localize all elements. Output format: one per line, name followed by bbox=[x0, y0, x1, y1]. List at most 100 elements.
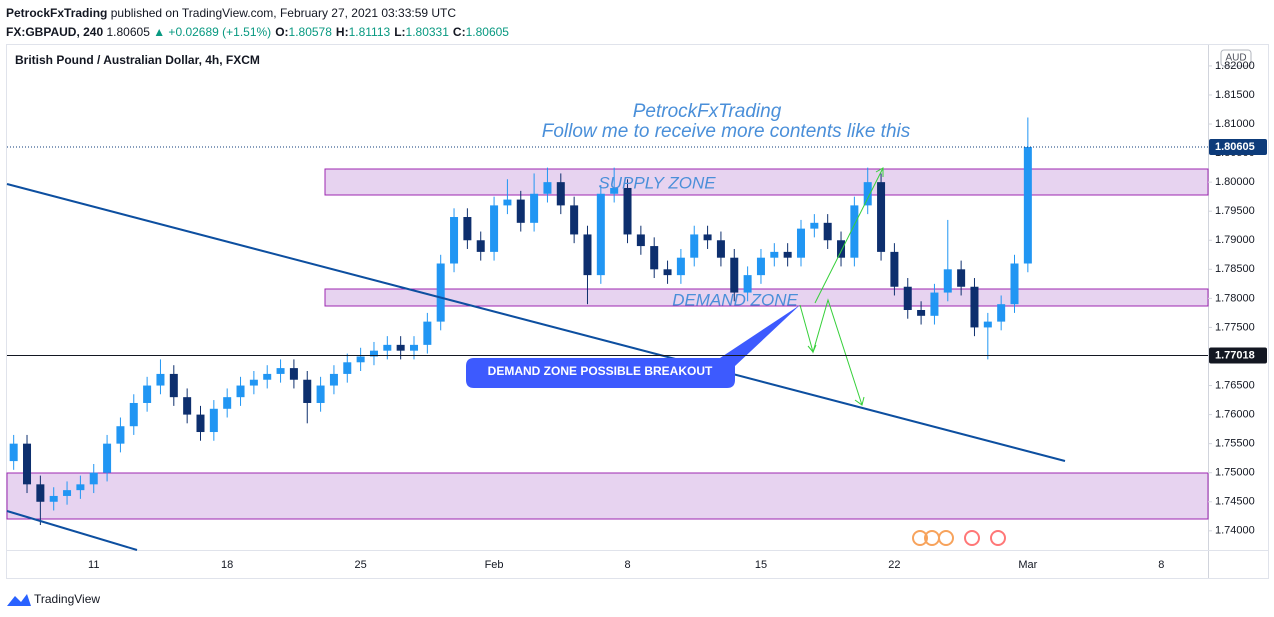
candle-body bbox=[877, 182, 886, 252]
candle-body bbox=[276, 368, 285, 374]
candle-body bbox=[356, 356, 365, 363]
candle-body bbox=[516, 199, 525, 223]
x-tick-label: Feb bbox=[485, 559, 504, 571]
x-tick-label: 22 bbox=[888, 559, 900, 571]
y-tick-label: 1.79000 bbox=[1215, 234, 1255, 246]
ohlc-value: 1.81113 bbox=[348, 25, 391, 39]
candle-body bbox=[503, 199, 512, 206]
price-label-box bbox=[1209, 347, 1267, 364]
event-icon bbox=[938, 530, 954, 546]
y-tick-label: 1.76000 bbox=[1215, 409, 1255, 421]
event-icon bbox=[990, 530, 1006, 546]
candle-body bbox=[63, 490, 72, 496]
candle-body bbox=[743, 275, 752, 293]
candle-body bbox=[49, 495, 58, 502]
candle-body bbox=[703, 234, 712, 241]
ohlc-key: C: bbox=[452, 25, 466, 39]
currency-badge bbox=[1220, 49, 1252, 67]
y-tick-label: 1.78000 bbox=[1215, 292, 1255, 304]
candle-body bbox=[1010, 263, 1019, 305]
candle-body bbox=[796, 228, 805, 258]
candle-body bbox=[716, 240, 725, 258]
price-label: 1.77018 bbox=[1215, 349, 1255, 361]
candle-body bbox=[730, 257, 739, 293]
candle-body bbox=[410, 344, 419, 351]
trendline bbox=[6, 510, 138, 551]
candle-body bbox=[823, 222, 832, 241]
callout-box bbox=[466, 305, 800, 388]
candle-body bbox=[209, 408, 218, 433]
logo-mark bbox=[7, 594, 31, 606]
candle-body bbox=[183, 397, 192, 415]
candle-body bbox=[103, 443, 112, 473]
price: 1.80605 bbox=[106, 25, 150, 39]
candle-body bbox=[236, 385, 245, 398]
currency: AUD bbox=[1225, 53, 1246, 64]
arrows bbox=[799, 167, 884, 406]
candle-body bbox=[476, 240, 485, 252]
candle-body bbox=[690, 234, 699, 258]
x-tick-label: 15 bbox=[755, 559, 767, 571]
candle-body bbox=[303, 379, 312, 403]
ohlc-value: 1.80331 bbox=[405, 25, 449, 39]
demand-zone bbox=[324, 288, 1209, 307]
symbol: FX:GBPAUD, 240 bbox=[6, 25, 104, 39]
y-tick-label: 1.81000 bbox=[1215, 118, 1255, 130]
candle-body bbox=[650, 246, 659, 270]
publisher: PetrockFxTrading bbox=[6, 6, 108, 20]
candle-body bbox=[129, 402, 138, 427]
ohlc-key: L: bbox=[394, 25, 406, 39]
candle-body bbox=[263, 373, 272, 380]
candle-body bbox=[917, 309, 926, 316]
candle-body bbox=[196, 414, 205, 433]
candle-body bbox=[543, 182, 552, 194]
candle-body bbox=[903, 286, 912, 310]
arrow-head bbox=[854, 396, 865, 406]
candle-body bbox=[343, 362, 352, 374]
y-tick-label: 1.78500 bbox=[1215, 263, 1255, 275]
candle-body bbox=[556, 182, 565, 206]
trendline bbox=[6, 183, 1066, 462]
candle-body bbox=[850, 205, 859, 258]
candle-body bbox=[396, 344, 405, 351]
candle-body bbox=[89, 472, 98, 485]
candle-body bbox=[623, 187, 632, 235]
candle-body bbox=[316, 385, 325, 403]
y-tick-label: 1.76500 bbox=[1215, 379, 1255, 391]
candle-body bbox=[957, 269, 966, 287]
price-label: 1.80605 bbox=[1215, 141, 1255, 153]
candle-body bbox=[329, 373, 338, 386]
logo: TradingView bbox=[7, 592, 100, 606]
price-label-box bbox=[1209, 138, 1267, 155]
candle-body bbox=[997, 304, 1006, 322]
follow-text: Follow me to receive more contents like … bbox=[542, 121, 911, 142]
ohlc-value: 1.80578 bbox=[288, 25, 332, 39]
candle-body bbox=[289, 368, 298, 380]
y-tick-label: 1.75500 bbox=[1215, 438, 1255, 450]
candle-body bbox=[596, 193, 605, 276]
candle-body bbox=[810, 222, 819, 229]
arrow bbox=[814, 167, 884, 304]
header: PetrockFxTrading published on TradingVie… bbox=[6, 4, 509, 42]
quote-line: FX:GBPAUD, 240 1.80605 ▲ +0.02689 (+1.51… bbox=[6, 23, 509, 42]
candle-body bbox=[156, 373, 165, 386]
candle-body bbox=[169, 373, 178, 398]
candle-body bbox=[36, 484, 45, 502]
change: ▲ +0.02689 (+1.51%) bbox=[153, 25, 272, 39]
candle-body bbox=[890, 251, 899, 287]
demand-label: DEMAND ZONE bbox=[672, 290, 798, 309]
brand: TradingView bbox=[34, 592, 100, 606]
y-tick-label: 1.75000 bbox=[1215, 467, 1255, 479]
callout: DEMAND ZONE POSSIBLE BREAKOUT bbox=[488, 364, 713, 378]
candle-body bbox=[930, 292, 939, 316]
chart-title: British Pound / Australian Dollar, 4h, F… bbox=[15, 53, 260, 67]
arrow-head bbox=[807, 344, 817, 353]
candle-body bbox=[783, 251, 792, 258]
y-tick-label: 1.77500 bbox=[1215, 321, 1255, 333]
candle-body bbox=[663, 269, 672, 276]
candle-body bbox=[583, 234, 592, 276]
events bbox=[912, 530, 1006, 546]
candle-body bbox=[450, 217, 459, 264]
